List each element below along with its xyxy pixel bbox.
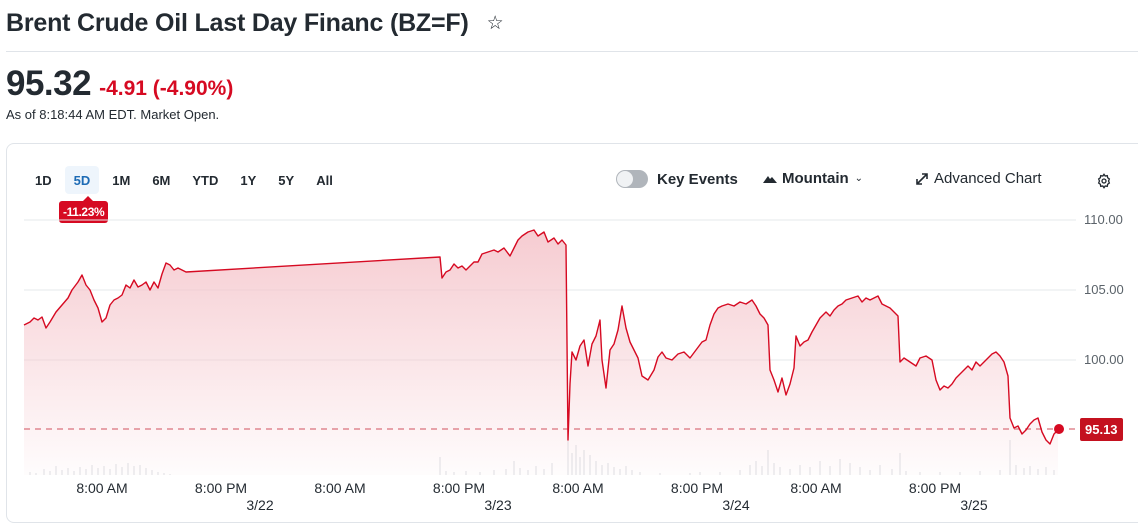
range-tab-6m[interactable]: 6M <box>152 172 171 188</box>
current-value-badge: 95.13 <box>1080 418 1123 441</box>
x-axis-tick: 8:00 AM <box>314 480 366 496</box>
expand-arrows-icon <box>916 172 928 185</box>
y-axis-tick: 100.00 <box>1084 352 1124 367</box>
range-tab-5d[interactable]: 5D <box>64 166 100 194</box>
date-label: 3/22 <box>246 497 274 513</box>
price-area <box>24 230 1058 475</box>
range-tab-1m[interactable]: 1M <box>112 172 131 188</box>
price-change: -4.91 (-4.90%) <box>99 77 234 100</box>
range-tab-1y[interactable]: 1Y <box>240 172 257 188</box>
toggle-knob <box>617 171 633 187</box>
advanced-chart-label: Advanced Chart <box>934 170 1042 187</box>
divider <box>6 51 1138 52</box>
gear-icon[interactable] <box>1096 173 1112 194</box>
price-row: 95.32 -4.91 (-4.90%) <box>6 64 233 104</box>
market-status: As of 8:18:44 AM EDT. Market Open. <box>6 107 220 122</box>
toggle-switch[interactable] <box>616 170 648 188</box>
key-events-label: Key Events <box>657 170 738 188</box>
star-outline-icon[interactable]: ☆ <box>486 12 504 34</box>
quote-title-row: Brent Crude Oil Last Day Financ (BZ=F) ☆ <box>6 6 504 40</box>
current-price: 95.32 <box>6 64 92 103</box>
x-axis-tick: 8:00 PM <box>908 480 962 496</box>
chevron-down-icon: ⌄ <box>854 173 864 184</box>
x-axis-tick: 8:00 PM <box>194 480 248 496</box>
chart-type-dropdown[interactable]: Mountain ⌄ <box>763 170 863 187</box>
x-axis-tick: 8:00 AM <box>790 480 842 496</box>
date-label: 3/23 <box>484 497 512 513</box>
chart-type-label: Mountain <box>782 170 849 187</box>
range-tab-1d[interactable]: 1D <box>35 172 52 188</box>
range-tab-ytd[interactable]: YTD <box>192 172 219 188</box>
range-selector: 1D 5D 1M 6M YTD 1Y 5Y All <box>26 166 346 194</box>
mountain-icon <box>763 175 777 183</box>
date-label: 3/25 <box>960 497 988 513</box>
quote-title: Brent Crude Oil Last Day Financ (BZ=F) <box>6 8 469 37</box>
key-events-toggle[interactable]: Key Events <box>616 170 738 188</box>
x-axis-tick: 8:00 PM <box>670 480 724 496</box>
x-axis-tick: 8:00 AM <box>552 480 604 496</box>
range-tab-all[interactable]: All <box>316 172 333 188</box>
range-tab-5y[interactable]: 5Y <box>278 172 295 188</box>
date-label: 3/24 <box>722 497 750 513</box>
price-line <box>23 229 1059 445</box>
range-change-badge: -11.23% <box>59 196 109 223</box>
y-axis-tick: 105.00 <box>1084 282 1124 297</box>
x-axis-tick: 8:00 PM <box>432 480 486 496</box>
current-price-dot <box>1054 424 1064 434</box>
advanced-chart-button[interactable]: Advanced Chart <box>915 170 1042 187</box>
y-axis-tick: 110.00 <box>1084 212 1123 227</box>
x-axis-tick: 8:00 AM <box>76 480 128 496</box>
